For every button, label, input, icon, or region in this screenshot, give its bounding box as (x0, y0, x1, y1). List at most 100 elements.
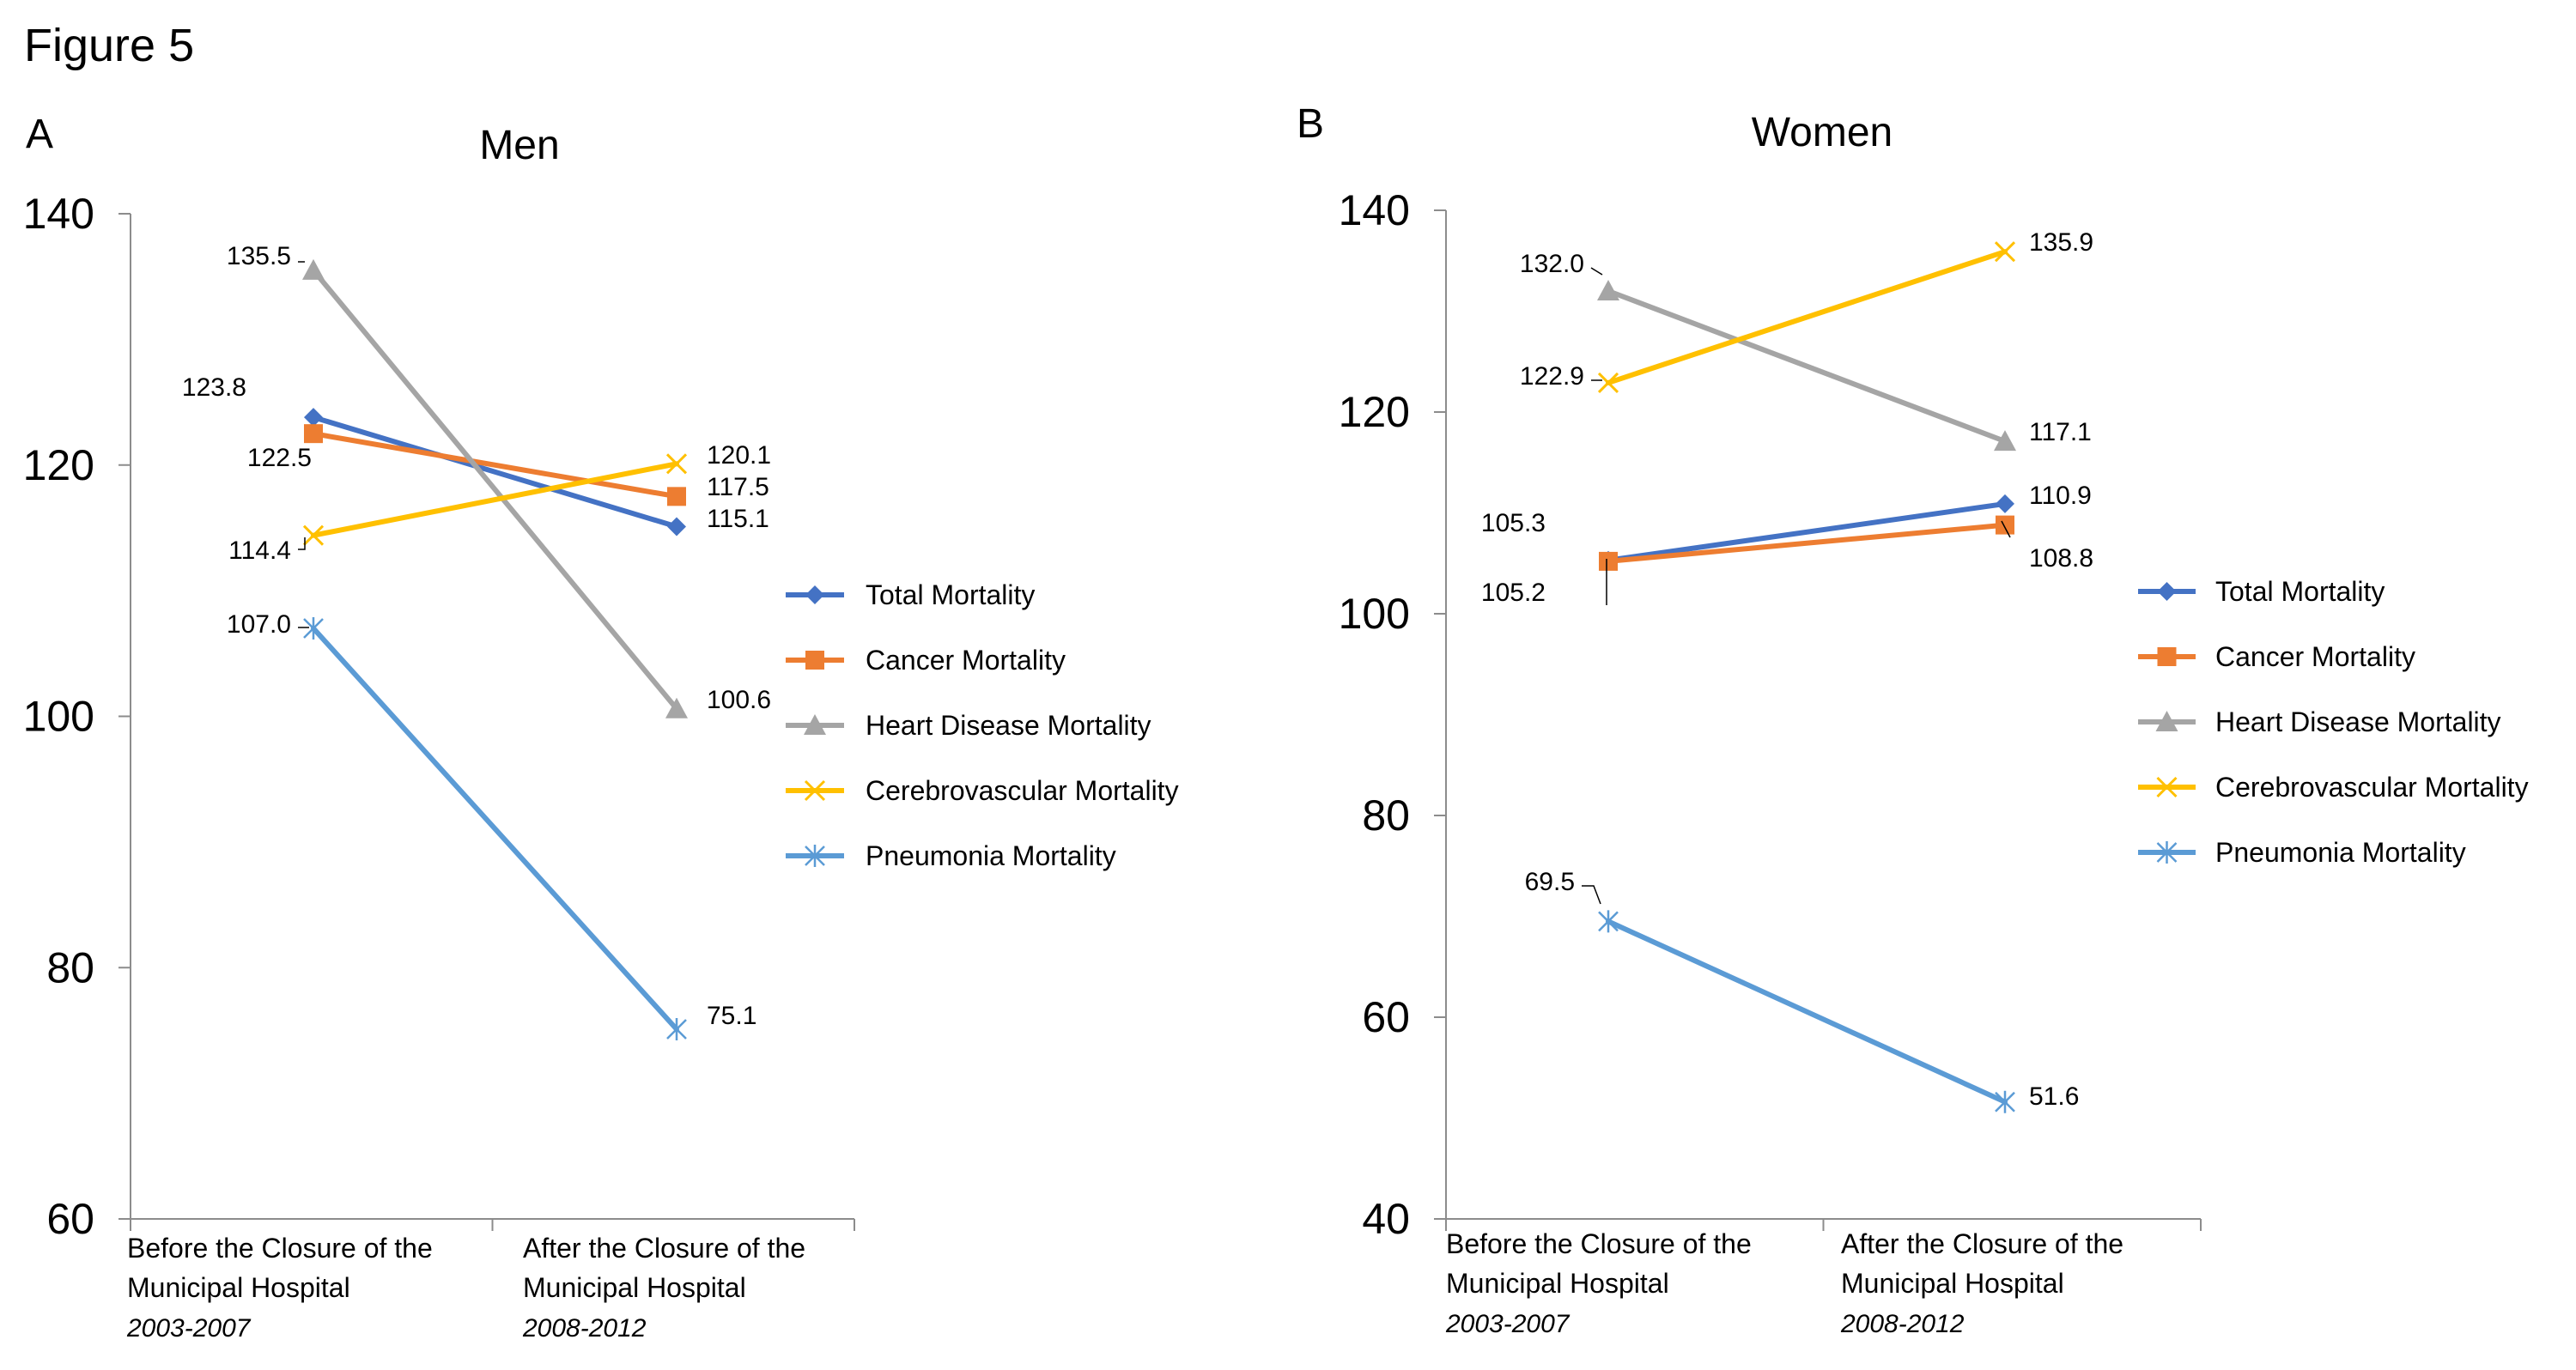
y-tick-label: 120 (23, 441, 94, 489)
series-line (311, 461, 679, 538)
chart-panel-a: A Men 60 80 100 120 140 Before the Closure of t… (23, 112, 1179, 1343)
legend-label: Heart Disease Mortality (2215, 706, 2501, 737)
legend-marker (805, 651, 824, 670)
chart-panel-b: B Women 40 60 80 100 120 140 Before the Closure … (1297, 101, 2529, 1338)
data-label: 114.4 (228, 536, 291, 565)
series-line (311, 415, 679, 530)
data-point-marker (1996, 515, 2014, 535)
legend-marker (2157, 647, 2177, 666)
x-category-label: Municipal Hospital (1446, 1268, 1669, 1299)
series-line (1606, 522, 2008, 564)
data-point-marker (304, 408, 323, 427)
y-tick-label: 140 (1339, 186, 1410, 234)
data-point-marker (667, 487, 686, 506)
series-heart-disease-mortality: 132.0 117.1 (1520, 250, 2092, 452)
data-point-marker (666, 1017, 687, 1040)
data-label: 107.0 (227, 610, 291, 639)
data-label: 122.9 (1520, 362, 1584, 391)
data-label: 115.1 (707, 505, 769, 533)
data-point-marker (1996, 494, 2014, 513)
data-point-marker (303, 617, 324, 640)
data-label: 100.6 (707, 686, 771, 714)
data-label: 135.9 (2029, 228, 2093, 257)
figure-title: Figure 5 (24, 20, 195, 71)
panel-letter: B (1297, 101, 1324, 147)
panel-letter: A (26, 112, 53, 157)
series-total-mortality: 123.8 115.1 (182, 373, 769, 536)
data-label: 117.5 (707, 473, 769, 501)
legend-marker (2156, 841, 2178, 864)
x-category-period: 2003-2007 (126, 1314, 252, 1343)
data-label-leader (1590, 267, 1603, 276)
legend-marker (2157, 582, 2177, 601)
data-point-marker (1994, 430, 2016, 452)
series-cerebrovascular-mortality: 114.4 120.1 (228, 441, 771, 565)
series-pneumonia-mortality: 69.5 51.6 (1525, 868, 2079, 1113)
legend-marker (2156, 776, 2178, 798)
y-tick-label: 100 (23, 693, 94, 741)
data-label: 122.5 (247, 444, 312, 472)
data-label: 120.1 (707, 441, 771, 470)
data-point-marker (302, 258, 325, 280)
series-cerebrovascular-mortality: 122.9 135.9 (1520, 228, 2093, 393)
data-label-leader (298, 537, 306, 550)
series-heart-disease-mortality: 135.5 100.6 (227, 242, 771, 718)
data-label: 75.1 (707, 1002, 756, 1030)
legend-item: Cancer Mortality (2138, 641, 2415, 672)
data-label-leader (2001, 520, 2011, 538)
y-tick-label: 80 (46, 943, 94, 991)
data-label: 108.8 (2029, 544, 2093, 573)
x-category-period: 2003-2007 (1445, 1310, 1571, 1338)
data-point-marker (302, 524, 325, 546)
data-label: 132.0 (1520, 250, 1584, 278)
y-tick-label: 40 (1362, 1195, 1410, 1243)
legend-item: Total Mortality (786, 579, 1035, 610)
legend-marker (805, 845, 825, 867)
data-point-marker (665, 453, 688, 475)
x-category-label: Municipal Hospital (1841, 1268, 2064, 1299)
data-label: 117.1 (2029, 418, 2092, 446)
data-label: 105.3 (1481, 509, 1546, 537)
legend-label: Cerebrovascular Mortality (866, 775, 1179, 806)
series-line (1606, 918, 2008, 1105)
series-line (311, 626, 679, 1032)
legend-item: Total Mortality (2138, 576, 2385, 607)
series-line (311, 431, 679, 500)
data-label: 110.9 (2029, 482, 2092, 510)
legend-item: Pneumonia Mortality (786, 840, 1116, 871)
data-label: 69.5 (1525, 868, 1575, 896)
series-line (1606, 288, 2008, 445)
x-category-label: Before the Closure of the (127, 1233, 433, 1264)
legend-label: Pneumonia Mortality (2215, 837, 2466, 868)
legend-label: Total Mortality (2215, 576, 2385, 607)
y-tick-label: 140 (23, 190, 94, 238)
panel-title: Women (1752, 110, 1893, 155)
data-point-marker (665, 697, 688, 718)
legend-item: Heart Disease Mortality (786, 710, 1151, 741)
series-cancer-mortality: 105.2 108.8 (1481, 515, 2093, 607)
data-point-marker (1599, 551, 1618, 571)
legend-item: Pneumonia Mortality (2138, 837, 2466, 868)
legend-label: Heart Disease Mortality (866, 710, 1151, 741)
data-label: 135.5 (227, 242, 291, 270)
legend-label: Cancer Mortality (866, 645, 1066, 676)
legend-marker (804, 714, 826, 735)
legend-item: Cerebrovascular Mortality (2138, 772, 2529, 803)
legend-marker (805, 585, 824, 604)
x-category-label: After the Closure of the (523, 1233, 805, 1264)
panel-title: Men (479, 123, 559, 168)
y-tick-label: 60 (1362, 993, 1410, 1041)
data-label: 123.8 (182, 373, 246, 402)
legend-marker (804, 779, 826, 802)
data-label: 51.6 (2029, 1082, 2079, 1111)
legend-item: Cancer Mortality (786, 645, 1066, 676)
x-category-label: After the Closure of the (1841, 1228, 2123, 1259)
x-category-label: Before the Closure of the (1446, 1228, 1752, 1259)
y-tick-label: 80 (1362, 791, 1410, 840)
x-category-label: Municipal Hospital (523, 1272, 746, 1303)
x-category-period: 2008-2012 (522, 1314, 647, 1343)
y-tick-label: 100 (1339, 590, 1410, 638)
y-tick-label: 120 (1339, 388, 1410, 436)
legend-marker (2155, 711, 2178, 731)
